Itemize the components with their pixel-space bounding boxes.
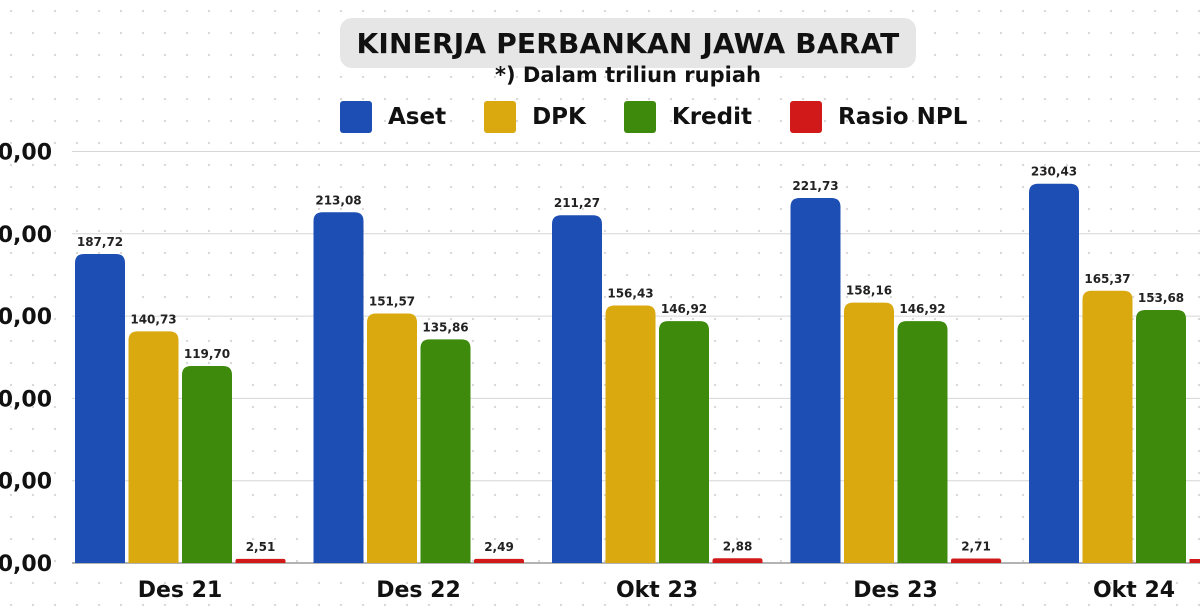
legend-swatch-rasio-npl [789, 101, 822, 133]
data-label: 2,71 [961, 540, 991, 554]
data-label: 158,16 [846, 284, 892, 298]
legend-item-kredit: Kredit [623, 101, 752, 133]
x-tick-label: Okt 24 [1093, 578, 1175, 603]
bar-kredit [897, 321, 948, 563]
bar-kredit [659, 321, 709, 563]
chart-title: KINERJA PERBANKAN JAWA BARAT [356, 26, 900, 60]
data-label: 221,73 [792, 179, 838, 193]
bar-rasio-npl [1189, 559, 1200, 563]
bar-rasio-npl [712, 558, 763, 563]
data-label: 213,08 [315, 193, 361, 207]
data-label: 2,88 [723, 539, 753, 553]
legend-item-aset: Aset [340, 101, 446, 133]
legend-label-rasio-npl: Rasio NPL [837, 104, 968, 130]
legend-label-dpk: DPK [532, 104, 586, 130]
y-tick-label: 0,00 [0, 470, 52, 495]
bar-dpk [367, 313, 417, 563]
y-tick-label: 0,00 [0, 141, 52, 166]
x-tick-label: Des 23 [853, 578, 938, 603]
bar-dpk [1082, 290, 1133, 563]
bar-aset [1029, 183, 1079, 563]
bar-rasio-npl [474, 558, 524, 563]
data-label: 165,37 [1084, 272, 1130, 286]
y-tick-label: 0,00 [0, 552, 52, 577]
data-label: 187,72 [77, 235, 123, 249]
data-label: 119,70 [184, 347, 230, 361]
legend-swatch-dpk [484, 101, 517, 133]
bar-dpk [128, 331, 179, 563]
bar-rasio-npl [951, 558, 1001, 563]
bar-kredit [182, 365, 232, 563]
data-label: 230,43 [1031, 165, 1077, 179]
data-label: 146,92 [661, 302, 707, 316]
x-tick-label: Des 21 [138, 578, 223, 603]
data-label: 146,92 [899, 302, 945, 316]
chart-subtitle: *) Dalam triliun rupiah [495, 63, 761, 87]
legend-label-kredit: Kredit [671, 104, 752, 130]
x-tick-label: Okt 23 [616, 578, 698, 603]
legend-item-dpk: DPK [484, 101, 586, 133]
data-label: 135,86 [422, 320, 468, 334]
bar-aset [313, 212, 364, 563]
chart-legend: Aset DPK Kredit Rasio NPL [340, 100, 1005, 134]
bar-aset [552, 215, 602, 563]
legend-label-aset: Aset [388, 104, 447, 130]
chart-title-box: KINERJA PERBANKAN JAWA BARAT [340, 18, 916, 68]
data-label: 156,43 [607, 287, 653, 301]
data-label: 2,49 [484, 540, 514, 554]
x-tick-label: Des 22 [376, 578, 461, 603]
bar-kredit [420, 339, 471, 563]
legend-item-rasio-npl: Rasio NPL [789, 101, 968, 133]
bar-kredit [1136, 310, 1186, 563]
y-tick-label: 0,00 [0, 387, 52, 412]
legend-swatch-kredit [623, 101, 656, 133]
data-label: 211,27 [554, 196, 600, 210]
bar-dpk [605, 305, 656, 563]
data-label: 2,51 [246, 540, 276, 554]
legend-swatch-aset [340, 101, 372, 133]
y-tick-label: 0,00 [0, 223, 52, 248]
bar-dpk [844, 302, 894, 563]
data-label: 140,73 [130, 312, 176, 326]
bar-aset [790, 198, 841, 564]
data-label: 151,57 [369, 295, 415, 309]
bar-rasio-npl [235, 558, 286, 563]
bar-aset [75, 254, 125, 563]
data-label: 153,68 [1138, 291, 1184, 305]
y-tick-label: 0,00 [0, 305, 52, 330]
